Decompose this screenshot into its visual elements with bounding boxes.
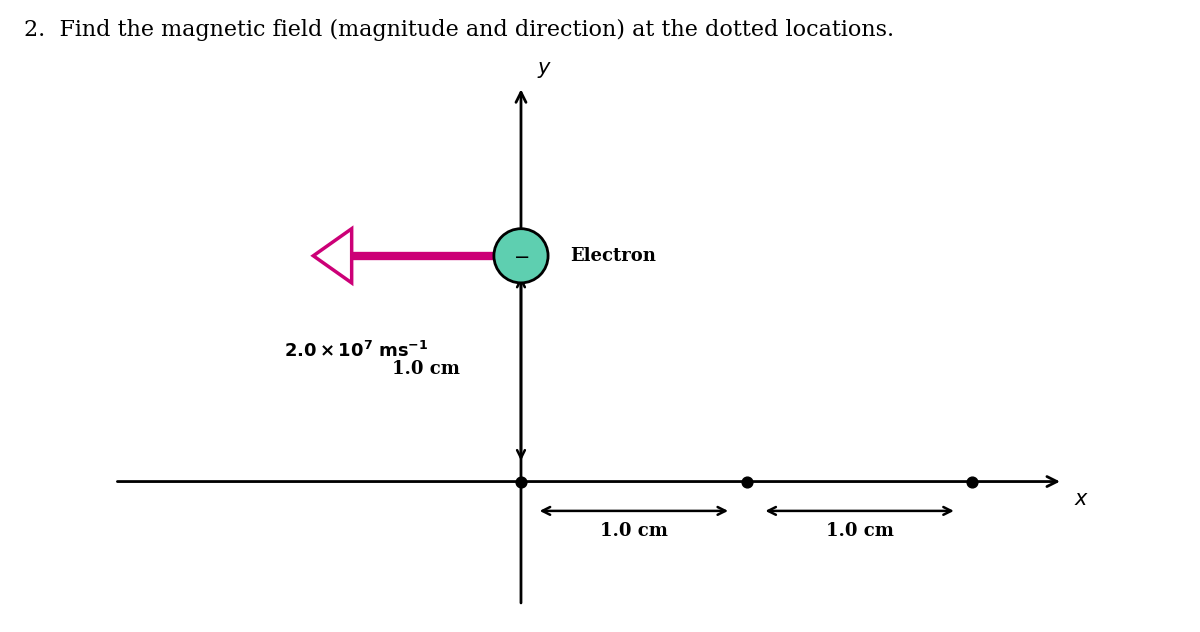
- Text: 1.0 cm: 1.0 cm: [600, 522, 668, 540]
- Text: 2.  Find the magnetic field (magnitude and direction) at the dotted locations.: 2. Find the magnetic field (magnitude an…: [24, 19, 894, 41]
- Point: [737, 477, 756, 487]
- Text: $y$: $y$: [536, 59, 552, 80]
- Text: 1.0 cm: 1.0 cm: [826, 522, 894, 540]
- Text: $\mathbf{2.0 \times 10^7\ ms^{-1}}$: $\mathbf{2.0 \times 10^7\ ms^{-1}}$: [284, 341, 428, 361]
- Text: Electron: Electron: [571, 246, 656, 265]
- Text: $x$: $x$: [1074, 490, 1090, 509]
- Text: 1.0 cm: 1.0 cm: [392, 360, 460, 378]
- Point: [511, 477, 530, 487]
- Polygon shape: [313, 229, 352, 283]
- Circle shape: [494, 229, 548, 283]
- Point: [962, 477, 982, 487]
- Text: $-$: $-$: [512, 246, 529, 265]
